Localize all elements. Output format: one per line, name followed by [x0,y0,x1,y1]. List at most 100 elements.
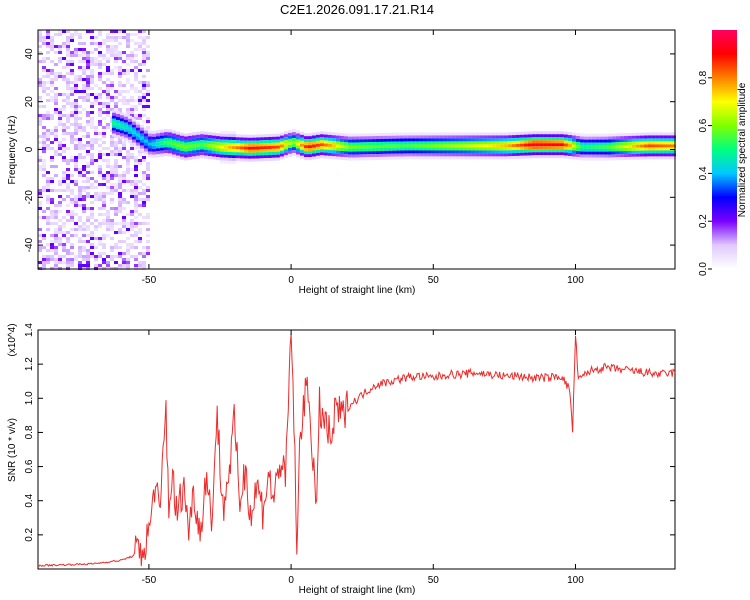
heat-cell [287,135,292,139]
heat-cell [58,120,62,123]
heat-cell [407,132,412,136]
heat-cell [635,141,640,145]
heat-cell [187,156,192,160]
heat-cell [419,153,424,157]
heat-cell [54,222,58,225]
heat-cell [90,234,94,237]
heat-cell [86,177,90,180]
x-tick-label: 100 [567,575,584,586]
heat-cell [50,213,54,216]
heat-cell [142,42,146,45]
heat-cell [106,48,110,51]
heat-cell [511,153,516,157]
heat-cell [142,99,146,102]
heat-cell [187,144,192,148]
heat-cell [575,135,580,139]
heat-cell [42,135,46,138]
heat-cell [90,156,94,159]
heat-cell [555,152,560,156]
heat-cell [58,255,62,258]
heat-cell [143,148,148,152]
heat-cell [46,57,50,60]
heat-cell [38,216,42,219]
heat-cell [50,165,54,168]
heat-cell [331,144,336,148]
heat-cell [191,141,196,145]
heat-cell [115,117,120,121]
heat-cell [90,177,94,180]
heat-cell [423,144,428,148]
heat-cell [118,222,122,225]
heat-cell [375,136,380,140]
heat-cell [263,152,268,156]
heat-cell [203,140,208,144]
heat-cell [86,195,90,198]
heat-cell [667,138,672,142]
heat-cell [82,69,86,72]
heat-cell [46,177,50,180]
heat-cell [443,141,448,145]
heat-cell [147,130,152,134]
heat-cell [267,145,272,149]
heat-cell [90,213,94,216]
heat-cell [58,60,62,63]
heat-cell [423,150,428,154]
heat-cell [431,156,436,160]
heat-cell [563,137,568,141]
heat-cell [603,145,608,149]
heat-cell [235,152,240,156]
heat-cell [66,177,70,180]
heat-cell [110,108,114,111]
heat-cell [227,154,232,158]
heat-cell [651,153,656,157]
heat-cell [479,138,484,142]
heat-cell [94,57,98,60]
y-tick-label: 0.2 [24,527,35,541]
heat-cell [595,142,600,146]
heat-cell [175,152,180,156]
heat-cell [603,151,608,155]
heat-cell [54,93,58,96]
heat-cell [78,141,82,144]
heat-cell [239,152,244,156]
heat-cell [42,147,46,150]
heat-cell [118,30,122,33]
heat-cell [111,118,116,122]
heat-cell [623,142,628,146]
heat-cell [42,87,46,90]
heat-cell [587,157,592,161]
heat-cell [126,63,130,66]
heat-cell [163,135,168,139]
heat-cell [130,51,134,54]
heat-cell [119,130,124,134]
heat-cell [142,75,146,78]
heat-cell [507,150,512,154]
heat-cell [243,146,248,150]
heat-cell [455,135,460,139]
heat-cell [463,132,468,136]
heat-cell [38,84,42,87]
heat-cell [74,258,78,261]
heat-cell [146,81,150,84]
heat-cell [82,210,86,213]
heat-cell [287,153,292,157]
heat-cell [631,156,636,160]
heat-cell [227,136,232,140]
heat-cell [50,189,54,192]
heat-cell [671,153,676,157]
heat-cell [315,146,320,150]
heat-cell [475,138,480,142]
heat-cell [134,33,138,36]
heat-cell [114,105,118,108]
heat-cell [102,147,106,150]
heat-cell [50,90,54,93]
heat-cell [411,138,416,142]
heat-cell [279,156,284,160]
heat-cell [387,135,392,139]
heat-cell [475,144,480,148]
heat-cell [359,133,364,137]
heat-cell [159,150,164,154]
heat-cell [131,124,136,128]
heat-cell [106,105,110,108]
heat-cell [58,141,62,144]
